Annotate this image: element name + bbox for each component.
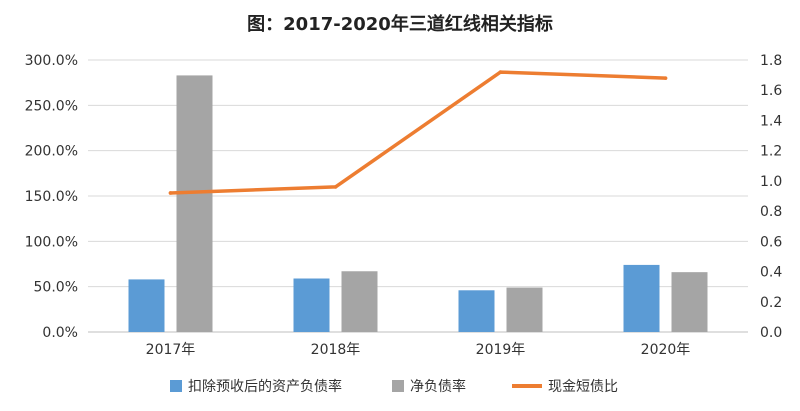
legend-label: 净负债率 [410, 378, 466, 395]
legend-swatch [170, 380, 182, 392]
right-tick-label: 1.8 [760, 53, 782, 69]
right-tick-label: 1.6 [760, 83, 782, 99]
bar [128, 279, 165, 332]
category-label: 2018年 [311, 342, 361, 358]
category-label: 2020年 [641, 342, 691, 358]
bar [458, 290, 495, 332]
left-tick-label: 0.0% [42, 325, 78, 341]
right-tick-label: 0.2 [760, 295, 782, 311]
series-line [168, 70, 668, 195]
right-tick-label: 0.4 [760, 265, 782, 281]
line-series [168, 70, 668, 195]
right-tick-label: 0.6 [760, 234, 782, 250]
line-point [168, 191, 173, 195]
bar [293, 278, 330, 332]
category-label: 2017年 [146, 342, 196, 358]
left-tick-label: 300.0% [25, 53, 78, 69]
bar [671, 272, 708, 332]
left-tick-label: 50.0% [34, 280, 78, 296]
left-tick-label: 150.0% [25, 189, 78, 205]
left-tick-label: 250.0% [25, 98, 78, 114]
bar [623, 264, 660, 332]
left-tick-label: 100.0% [25, 234, 78, 250]
bar [341, 271, 378, 332]
category-label: 2019年 [476, 342, 526, 358]
line-point [663, 76, 668, 80]
right-axis: 0.0 0.2 0.4 0.6 0.8 1.0 1.2 1.4 1.6 1.8 [760, 53, 782, 341]
right-tick-label: 1.2 [760, 144, 782, 160]
chart-title: 图：2017-2020年三道红线相关指标 [247, 13, 553, 35]
line-point [333, 185, 338, 189]
legend: 扣除预收后的资产负债率 净负债率 现金短债比 [170, 378, 618, 395]
right-tick-label: 1.4 [760, 113, 782, 129]
left-axis: 0.0% 50.0% 100.0% 150.0% 200.0% 250.0% 300.0% [25, 53, 78, 341]
left-tick-label: 200.0% [25, 144, 78, 160]
x-axis: 2017年 2018年 2019年 2020年 [146, 342, 691, 358]
legend-label: 现金短债比 [548, 379, 618, 395]
bar [176, 75, 213, 332]
right-tick-label: 0.8 [760, 204, 782, 220]
bar [506, 287, 543, 332]
line-point [498, 70, 503, 74]
right-tick-label: 0.0 [760, 325, 782, 341]
right-tick-label: 1.0 [760, 174, 782, 190]
legend-label: 扣除预收后的资产负债率 [188, 378, 342, 395]
bars [128, 75, 708, 332]
legend-swatch [392, 380, 404, 392]
